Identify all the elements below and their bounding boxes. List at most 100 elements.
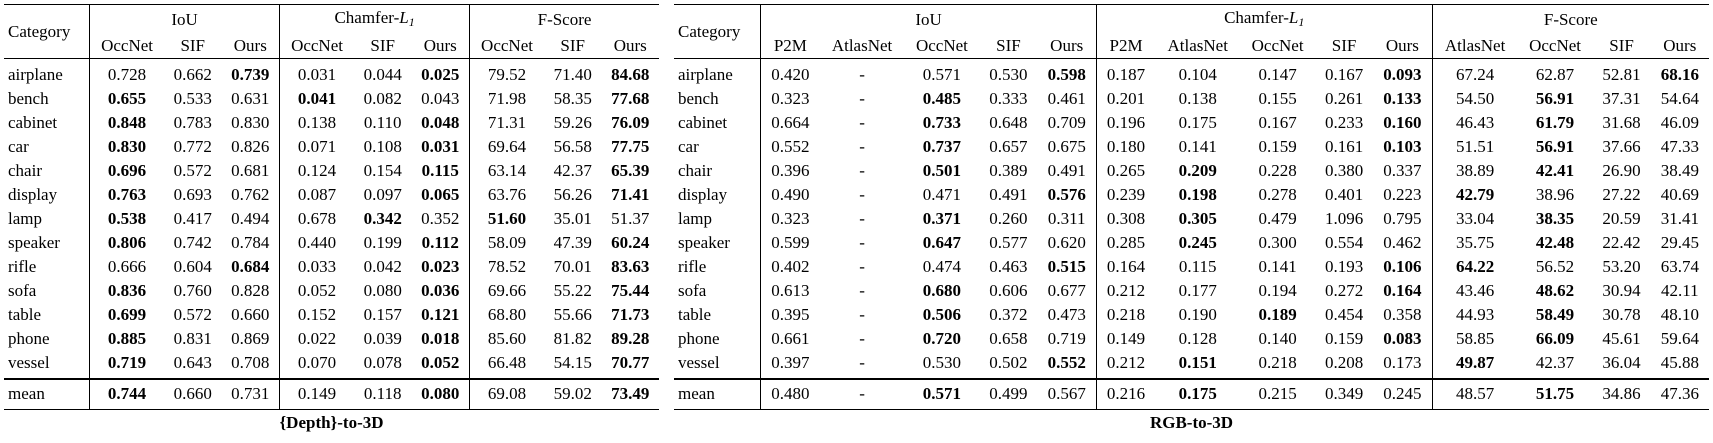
value-cell: 55.22 (553, 281, 592, 300)
value-cell: 0.149 (279, 378, 354, 410)
value-cell: 59.26 (553, 113, 592, 132)
value-cell: 58.09 (469, 231, 544, 255)
value-cell: 0.479 (1258, 209, 1297, 228)
value-cell: 0.828 (231, 281, 270, 300)
value-cell: 38.89 (1431, 159, 1518, 183)
value-cell: 63.74 (1660, 257, 1699, 276)
value-cell: 79.52 (469, 58, 544, 87)
value-cell: 0.709 (1047, 113, 1086, 132)
value-cell: 0.599 (760, 231, 820, 255)
value-cell: 44.93 (1431, 303, 1518, 327)
category-cell: vessel (4, 351, 91, 379)
value-cell: 0.173 (1383, 353, 1422, 372)
value-cell: 0.265 (1095, 159, 1156, 183)
value-cell: 0.554 (1324, 233, 1364, 252)
value-cell: 0.082 (363, 89, 402, 108)
value-cell: 0.395 (760, 303, 820, 327)
value-cell: 0.228 (1258, 161, 1297, 180)
value-cell: - (859, 353, 865, 372)
category-cell: car (4, 135, 91, 159)
value-cell: 37.31 (1602, 89, 1641, 108)
value-cell: 0.239 (1095, 183, 1156, 207)
value-cell: - (859, 209, 865, 228)
value-cell: 0.501 (922, 161, 962, 180)
value-cell: 0.097 (363, 185, 402, 204)
category-header: Category (4, 4, 91, 59)
value-cell: 51.75 (1517, 378, 1593, 410)
value-cell: 0.744 (89, 378, 164, 410)
value-cell: 71.98 (469, 87, 544, 111)
value-cell: 0.025 (421, 65, 460, 84)
value-cell: 61.79 (1535, 113, 1575, 132)
value-cell: 0.189 (1258, 305, 1297, 324)
value-cell: 54.15 (553, 353, 592, 372)
value-cell: 0.848 (89, 111, 164, 135)
value-cell: 51.60 (469, 207, 544, 231)
value-cell: - (859, 185, 865, 204)
value-cell: 0.031 (421, 137, 460, 156)
value-cell: 35.01 (553, 209, 592, 228)
mean-row: mean 0.480-0.571 0.499 0.567 0.216 0.175 0.215… (674, 378, 1709, 410)
value-cell: 0.552 (760, 135, 820, 159)
value-cell: 0.358 (1383, 305, 1422, 324)
value-cell: 0.396 (760, 159, 820, 183)
value-cell: - (819, 378, 905, 410)
value-cell: 48.10 (1660, 305, 1699, 324)
value-cell: 31.41 (1660, 209, 1699, 228)
value-cell: 42.41 (1535, 161, 1575, 180)
value-cell: 0.494 (231, 209, 270, 228)
value-cell: 0.087 (279, 183, 354, 207)
value-cell: 0.115 (421, 161, 459, 180)
value-cell: 0.648 (989, 113, 1028, 132)
group-header-iou: IoU (760, 4, 1097, 34)
table-row: table 0.699 0.572 0.660 0.152 0.157 0.121 68.80… (4, 303, 659, 327)
value-cell: - (859, 65, 865, 84)
value-cell: 0.167 (1258, 113, 1297, 132)
value-cell: 0.661 (760, 327, 820, 351)
value-cell: 0.783 (173, 113, 212, 132)
value-cell: 56.52 (1535, 257, 1575, 276)
value-cell: 0.323 (760, 207, 820, 231)
value-cell: 0.696 (89, 159, 164, 183)
value-cell: 0.533 (173, 89, 212, 108)
value-cell: 53.20 (1602, 257, 1641, 276)
value-cell: 0.571 (922, 65, 962, 84)
value-cell: 0.680 (922, 281, 962, 300)
value-cell: 0.308 (1095, 207, 1156, 231)
value-cell: 0.502 (989, 353, 1028, 372)
value-cell: 51.37 (611, 209, 650, 228)
value-cell: 0.201 (1095, 87, 1156, 111)
value-cell: 67.24 (1431, 58, 1518, 87)
value-cell: 0.830 (89, 135, 164, 159)
value-cell: 0.121 (421, 305, 460, 324)
column-header-sif: SIF (163, 34, 222, 59)
column-header-atlasnet: AtlasNet (1155, 34, 1241, 59)
category-cell: airplane (674, 58, 762, 87)
value-cell: 0.440 (279, 231, 354, 255)
table-row: rifle 0.666 0.604 0.684 0.033 0.042 0.023 78.52… (4, 255, 659, 279)
value-cell: 0.036 (421, 281, 460, 300)
column-header-atlasnet: AtlasNet (1431, 34, 1518, 59)
value-cell: 0.159 (1258, 137, 1297, 156)
value-cell: 69.66 (469, 279, 544, 303)
value-cell: 0.372 (989, 305, 1028, 324)
category-cell: bench (674, 87, 762, 111)
column-header-sif: SIF (1592, 34, 1651, 59)
value-cell: 0.216 (1095, 378, 1156, 410)
value-cell: 37.66 (1602, 137, 1641, 156)
value-cell: 60.24 (611, 233, 650, 252)
table-row: cabinet 0.848 0.783 0.830 0.138 0.110 0.048 71.… (4, 111, 659, 135)
table-row: rifle 0.402 - 0.474 0.463 0.515 0.164 0.115 0.14… (674, 255, 1709, 279)
value-cell: 0.065 (421, 185, 460, 204)
rgb-to-3d-table: Category IoU Chamfer-L1 F-Score P2M AtlasNet O… (674, 4, 1709, 410)
value-cell: 0.491 (1047, 161, 1086, 180)
value-cell: - (859, 281, 865, 300)
value-cell: 26.90 (1602, 161, 1641, 180)
category-cell: phone (4, 327, 91, 351)
value-cell: 69.64 (469, 135, 544, 159)
value-cell: 0.128 (1178, 329, 1217, 348)
value-cell: 0.260 (989, 209, 1028, 228)
value-cell: 0.261 (1324, 89, 1364, 108)
value-cell: 0.490 (760, 183, 820, 207)
